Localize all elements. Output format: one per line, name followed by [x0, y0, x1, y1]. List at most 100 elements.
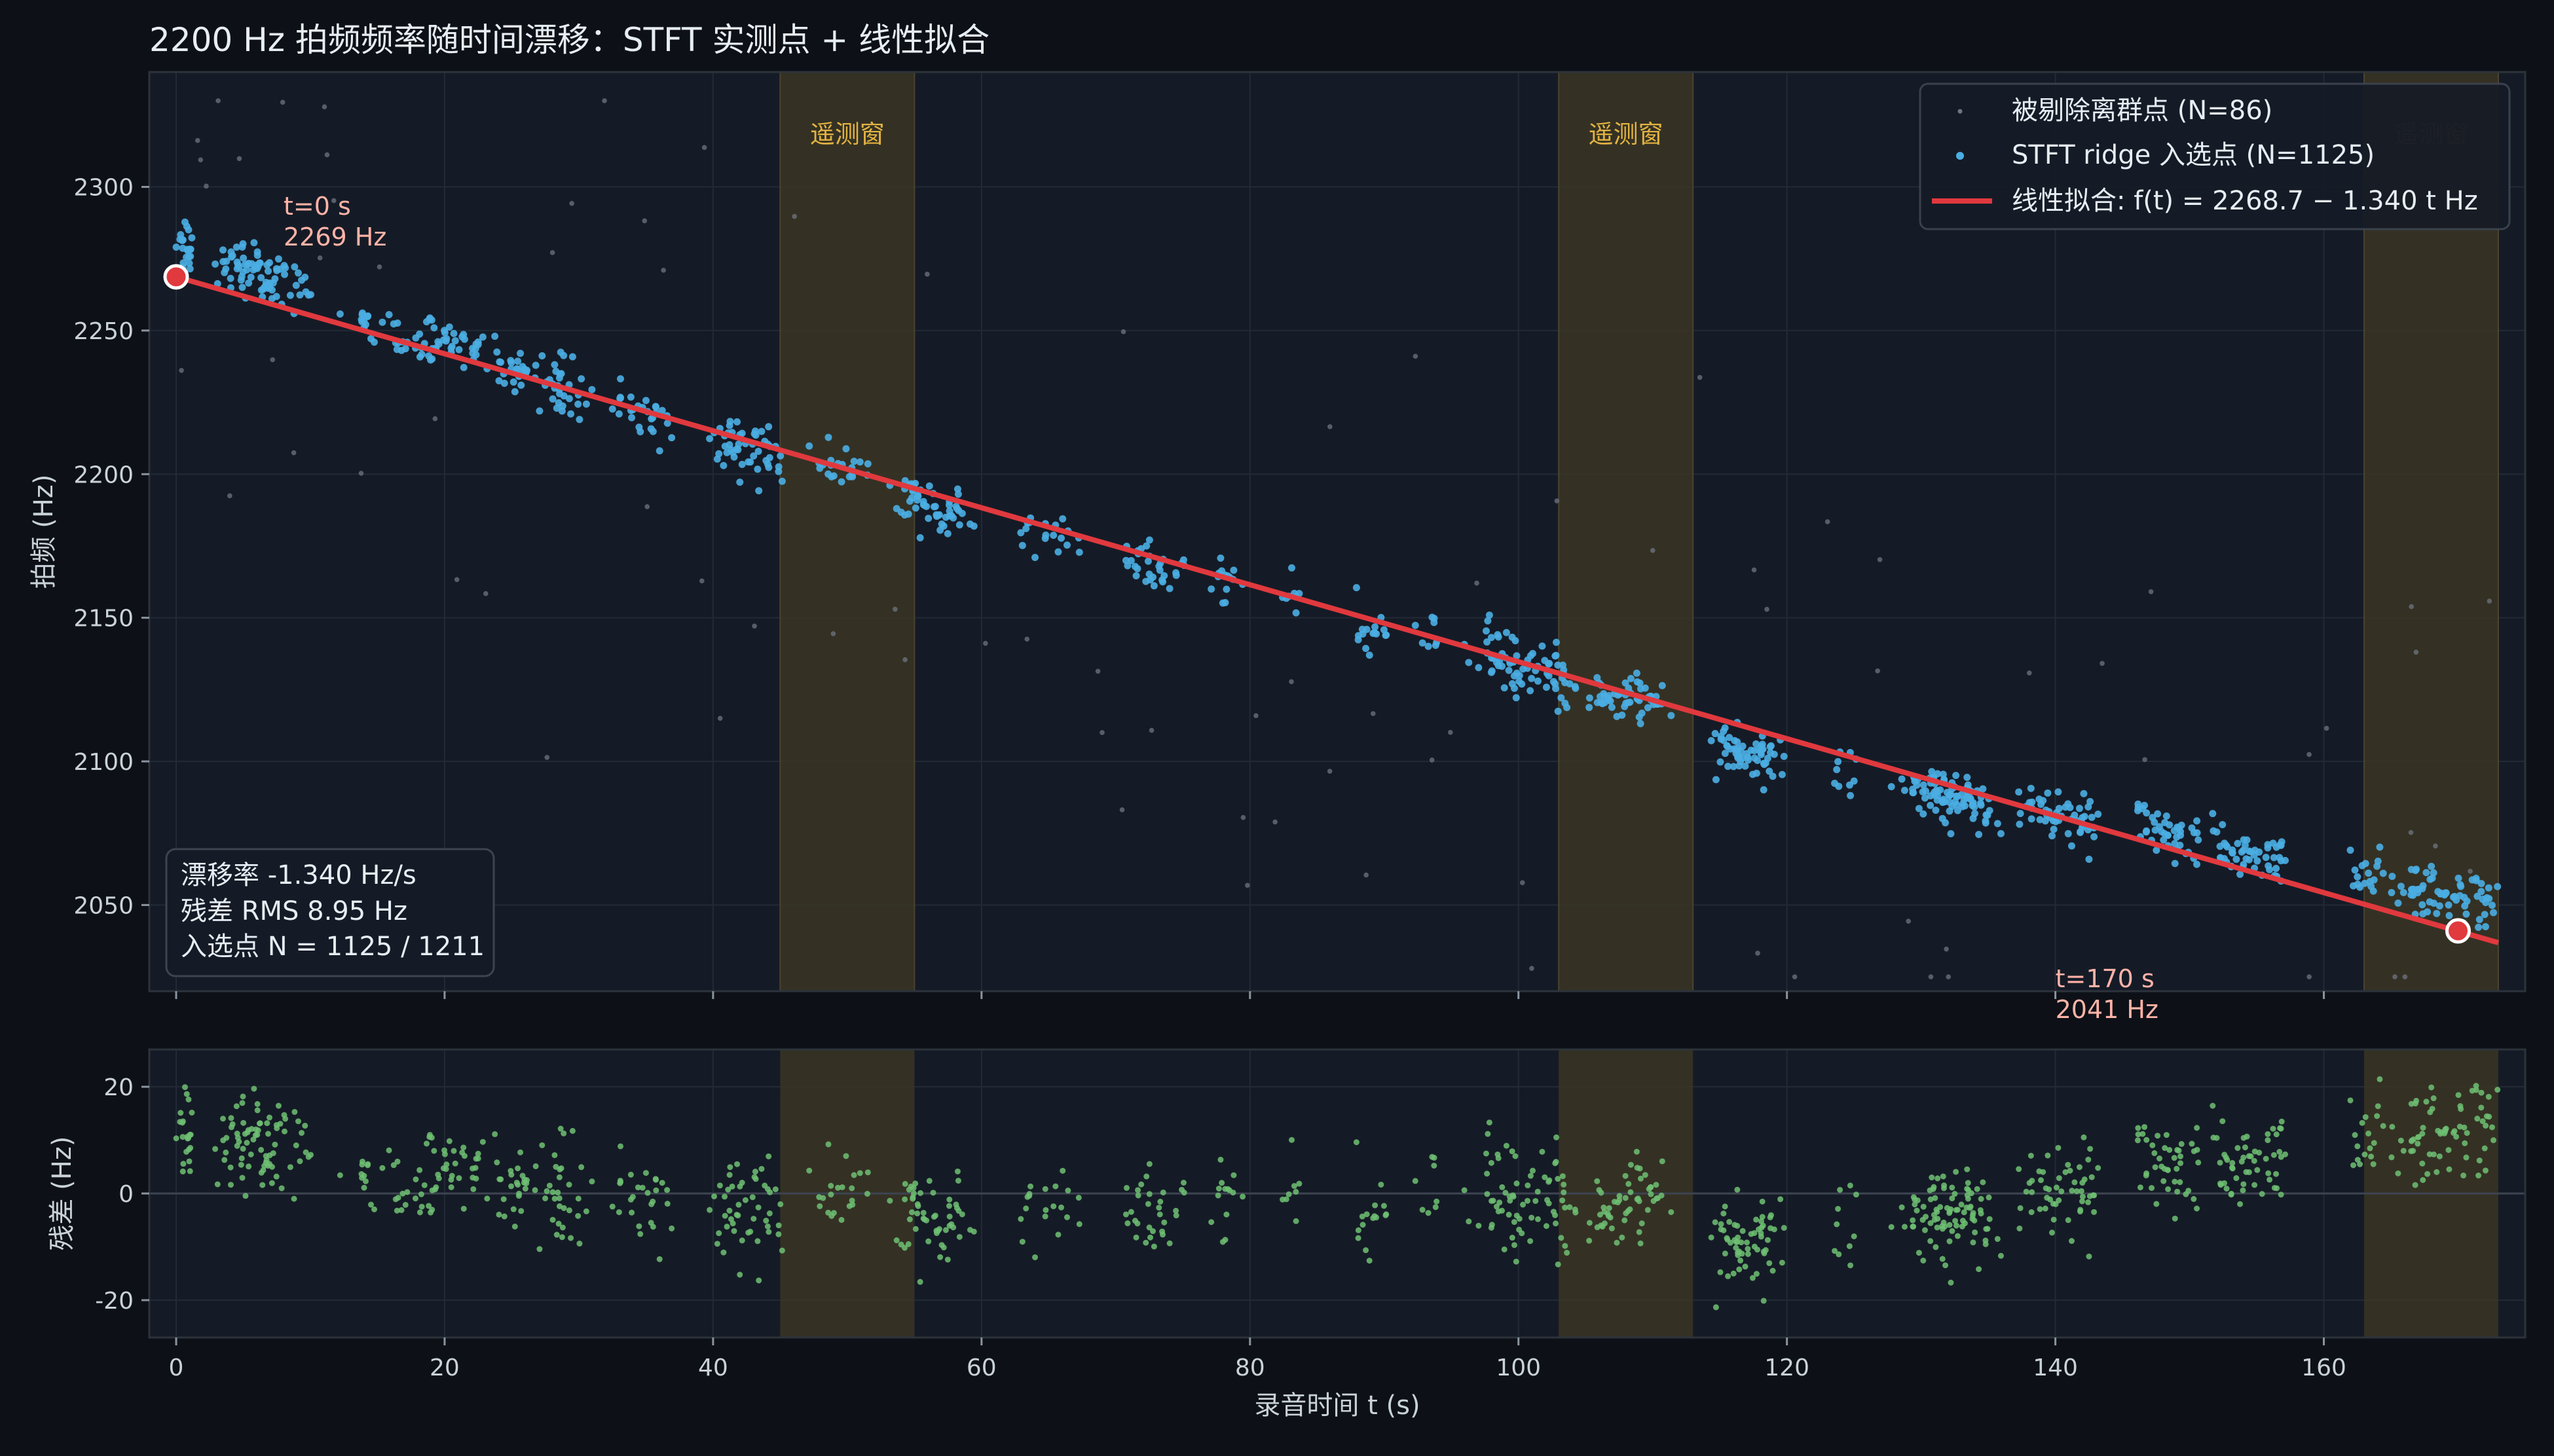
residual-point: [575, 1212, 582, 1219]
inlier-point: [747, 458, 754, 466]
inlier-point: [2445, 901, 2452, 909]
inlier-point: [1958, 803, 1966, 810]
residual-point: [264, 1120, 270, 1127]
inlier-point: [2253, 857, 2261, 865]
main-x-ticks: [175, 991, 2325, 999]
outlier-point: [1946, 974, 1952, 979]
residual-point: [1601, 1209, 1608, 1215]
inlier-point: [2473, 892, 2481, 900]
residual-point: [186, 1158, 193, 1165]
residual-point: [281, 1112, 287, 1118]
residual-point: [834, 1184, 841, 1191]
residual-point: [492, 1131, 498, 1137]
residual-point: [1627, 1206, 1633, 1212]
residual-point: [1286, 1191, 1292, 1197]
inlier-point: [451, 337, 459, 344]
inlier-point: [460, 363, 468, 371]
residual-point: [265, 1131, 272, 1137]
inlier-point: [849, 473, 857, 481]
legend-frame: [1919, 82, 2511, 230]
residual-point: [754, 1238, 761, 1245]
residual-point: [2435, 1127, 2441, 1134]
residual-point: [1425, 1210, 1432, 1216]
residual-point: [849, 1185, 855, 1192]
inlier-point: [2346, 846, 2354, 854]
inlier-point: [430, 324, 438, 332]
inlier-point: [1059, 515, 1067, 522]
inlier-point: [2445, 912, 2453, 920]
residual-point: [914, 1210, 921, 1216]
endpoint-marker-1: [2445, 918, 2471, 944]
residual-point: [1627, 1189, 1634, 1195]
inlier-point: [296, 291, 304, 299]
residual-xtick-label-1: 20: [430, 1355, 460, 1381]
residual-point: [2368, 1154, 2375, 1160]
residual-point: [1060, 1167, 1066, 1174]
residual-point: [177, 1110, 184, 1116]
inlier-point: [2388, 888, 2396, 896]
residual-point: [1953, 1222, 1960, 1229]
residual-point: [1644, 1207, 1651, 1213]
inlier-point: [758, 428, 766, 435]
residual-point: [2194, 1205, 2200, 1212]
residual-point: [536, 1246, 543, 1252]
residual-point: [955, 1208, 962, 1214]
inlier-point: [2462, 910, 2470, 918]
inlier-point: [1494, 630, 1502, 638]
inlier-point: [1557, 694, 1565, 702]
inlier-point: [1596, 693, 1604, 701]
residual-point: [1489, 1222, 1495, 1228]
inlier-point: [1934, 792, 1942, 799]
residual-point: [2375, 1103, 2381, 1110]
residual-point: [1940, 1173, 1946, 1180]
residual-point: [1648, 1191, 1654, 1197]
residual-point: [496, 1211, 502, 1218]
residual-point: [1736, 1266, 1743, 1273]
residual-point: [416, 1167, 423, 1173]
inlier-point: [1976, 799, 1984, 807]
outlier-point: [331, 198, 337, 204]
residual-point: [2475, 1173, 2482, 1179]
outlier-point: [1650, 547, 1656, 553]
inlier-point: [775, 463, 783, 471]
residual-point: [578, 1164, 585, 1171]
residual-point: [1534, 1188, 1541, 1195]
residual-point: [2415, 1140, 2421, 1147]
endpoint-marker-0: [163, 264, 189, 290]
inlier-point: [2194, 836, 2202, 844]
residual-point: [187, 1168, 193, 1174]
inlier-point: [2234, 839, 2242, 847]
residual-point: [920, 1210, 927, 1216]
residual-point: [642, 1170, 649, 1176]
inlier-point: [1363, 625, 1371, 633]
inlier-point: [1485, 611, 1493, 619]
inlier-point: [777, 452, 785, 460]
inlier-point: [1927, 801, 1934, 809]
inlier-point: [1551, 680, 1559, 688]
inlier-point: [1513, 652, 1521, 660]
residual-point: [735, 1201, 742, 1208]
inlier-point: [1465, 659, 1473, 666]
residual-point: [1412, 1178, 1418, 1184]
residual-point: [1771, 1226, 1777, 1233]
inlier-point: [1711, 730, 1719, 738]
residual-point: [887, 1197, 893, 1204]
inlier-point: [2041, 817, 2049, 825]
residual-point: [1720, 1227, 1727, 1233]
residual-point: [1050, 1203, 1057, 1210]
residual-point: [449, 1173, 455, 1179]
residual-point: [238, 1155, 245, 1161]
residual-point: [1052, 1183, 1059, 1190]
residual-point: [1543, 1223, 1549, 1229]
residual-point: [473, 1175, 479, 1182]
inlier-point: [1063, 541, 1071, 549]
residual-point: [179, 1119, 185, 1126]
residual-point: [1123, 1184, 1130, 1191]
residual-point: [1638, 1220, 1645, 1227]
inlier-point: [268, 295, 276, 302]
residual-point: [273, 1173, 280, 1180]
residual-point: [302, 1122, 308, 1129]
residual-point: [2273, 1131, 2280, 1138]
residual-point: [557, 1125, 564, 1132]
inlier-point: [245, 279, 253, 287]
